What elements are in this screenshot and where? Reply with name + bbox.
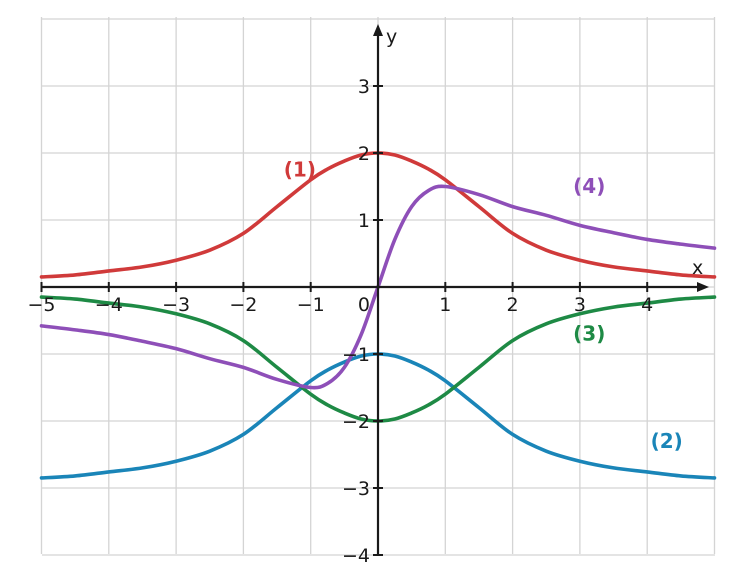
x-axis-label: x <box>692 257 703 279</box>
x-tick-label: 2 <box>507 294 519 316</box>
y-tick-label: 2 <box>358 143 370 165</box>
y-tick-label: −4 <box>342 545 370 567</box>
x-tick-label: 3 <box>574 294 586 316</box>
x-tick-label: −4 <box>95 294 123 316</box>
series-label-1: (1) <box>284 157 316 181</box>
x-tick-label: 1 <box>439 294 451 316</box>
y-tick-label: 1 <box>358 210 370 232</box>
y-tick-label: −3 <box>342 478 370 500</box>
x-tick-label: −5 <box>27 294 55 316</box>
y-tick-label: −2 <box>342 411 370 433</box>
ticks <box>40 85 649 556</box>
x-tick-label: 4 <box>641 294 653 316</box>
series-label-3: (3) <box>573 322 605 346</box>
tick-labels: x y −5 −4 −3 −2 −1 1 2 3 4 3 2 1 −1 −2 −3 −4 0 <box>27 26 703 567</box>
y-tick-label: −1 <box>342 344 370 366</box>
series-label-4: (4) <box>573 174 605 198</box>
y-axis-label: y <box>386 26 397 48</box>
series-label-2: (2) <box>651 429 683 453</box>
x-tick-label: −3 <box>162 294 190 316</box>
x-axis-arrow <box>697 282 709 292</box>
y-axis-arrow <box>373 24 383 36</box>
x-tick-label: −2 <box>229 294 257 316</box>
y-tick-label: 3 <box>358 76 370 98</box>
origin-label: 0 <box>358 294 370 316</box>
axes <box>42 24 709 554</box>
series-labels: (1) (2) (3) (4) <box>284 157 683 452</box>
x-tick-label: −1 <box>297 294 325 316</box>
